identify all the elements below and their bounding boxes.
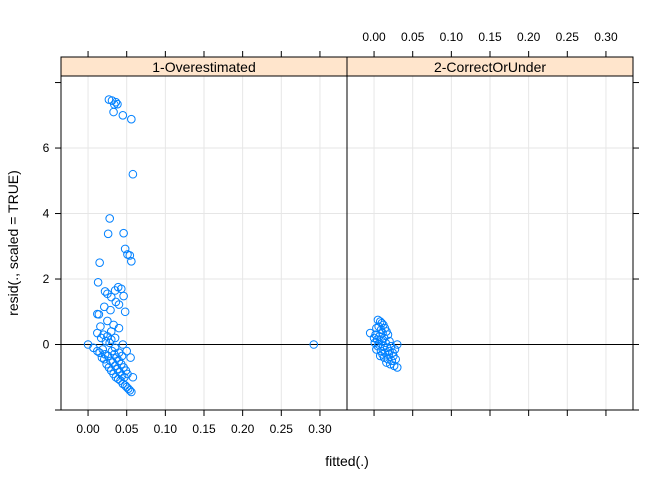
x-tick-label: 0.05 <box>401 30 425 44</box>
data-point <box>127 257 136 266</box>
data-point <box>111 297 121 307</box>
data-point <box>100 287 110 296</box>
data-point <box>114 323 124 333</box>
x-tick-label: 0.15 <box>192 422 216 436</box>
x-tick-label: 0.30 <box>308 422 332 436</box>
data-point <box>385 346 394 356</box>
y-tick-label: 0 <box>43 338 50 352</box>
data-point <box>125 386 135 395</box>
panel-1: 1-Overestimated <box>60 56 348 411</box>
data-point <box>392 363 402 372</box>
data-point <box>127 387 136 397</box>
axes-layer: 0.00 0.05 0.10 0.15 0.20 0.25 0.30 0.00 0.05 0.10… <box>43 30 639 436</box>
data-point <box>372 323 381 333</box>
data-point <box>382 358 391 367</box>
x-tick-label: 0.15 <box>478 30 502 44</box>
data-point <box>117 351 127 361</box>
data-point <box>392 340 402 349</box>
data-point <box>369 333 379 343</box>
x-tick-label: 0.25 <box>556 30 580 44</box>
data-point <box>111 97 121 107</box>
x-axis-label: fitted(.) <box>325 453 369 469</box>
data-point <box>378 350 387 359</box>
data-point <box>94 310 104 319</box>
data-point <box>103 316 112 326</box>
x-tick-label: 0.30 <box>594 30 618 44</box>
data-point <box>106 305 115 315</box>
data-point <box>373 341 383 351</box>
data-point <box>390 345 400 354</box>
data-point <box>383 330 393 339</box>
panels-layer: 1-Overestimated 2-CorrectOrUnder <box>60 56 634 411</box>
y-tick-label: 6 <box>43 141 50 155</box>
data-point <box>123 369 132 379</box>
strip-label: 2-CorrectOrUnder <box>434 59 546 75</box>
data-point <box>120 244 130 254</box>
x-tick-label: 0.00 <box>362 30 386 44</box>
data-point <box>114 300 124 309</box>
data-point <box>126 353 135 362</box>
data-point <box>119 228 128 238</box>
data-point <box>375 351 385 361</box>
y-axis-label: resid(., scaled = TRUE) <box>5 170 21 316</box>
data-point <box>118 340 128 349</box>
data-point <box>385 359 395 369</box>
data-point <box>95 258 104 267</box>
data-point <box>125 251 135 260</box>
data-point <box>99 330 108 339</box>
data-point <box>106 327 116 336</box>
data-point <box>120 307 130 317</box>
data-point <box>365 328 375 338</box>
x-tick-label: 0.25 <box>270 422 294 436</box>
x-tick-label: 0.10 <box>154 422 178 436</box>
data-point <box>128 169 138 179</box>
data-point <box>119 291 128 301</box>
strip-label: 1-Overestimated <box>152 59 255 75</box>
x-tick-label: 0.00 <box>76 422 100 436</box>
data-point <box>309 340 319 349</box>
data-point <box>105 214 114 223</box>
data-point <box>106 292 116 302</box>
data-point <box>98 345 108 354</box>
data-point <box>106 335 116 344</box>
y-tick-label: 4 <box>43 207 50 221</box>
data-point <box>110 343 120 353</box>
data-point <box>93 277 103 287</box>
x-tick-label: 0.10 <box>440 30 464 44</box>
data-point <box>103 229 113 239</box>
data-point <box>109 107 118 117</box>
data-point <box>113 99 122 109</box>
x-tick-label: 0.20 <box>517 30 541 44</box>
data-point <box>127 114 136 124</box>
x-tick-label: 0.20 <box>231 422 255 436</box>
data-point <box>118 110 128 120</box>
y-tick-label: 2 <box>43 272 50 286</box>
x-tick-label: 0.05 <box>115 422 139 436</box>
data-point <box>93 346 102 356</box>
panel-2: 2-CorrectOrUnder <box>346 56 634 411</box>
